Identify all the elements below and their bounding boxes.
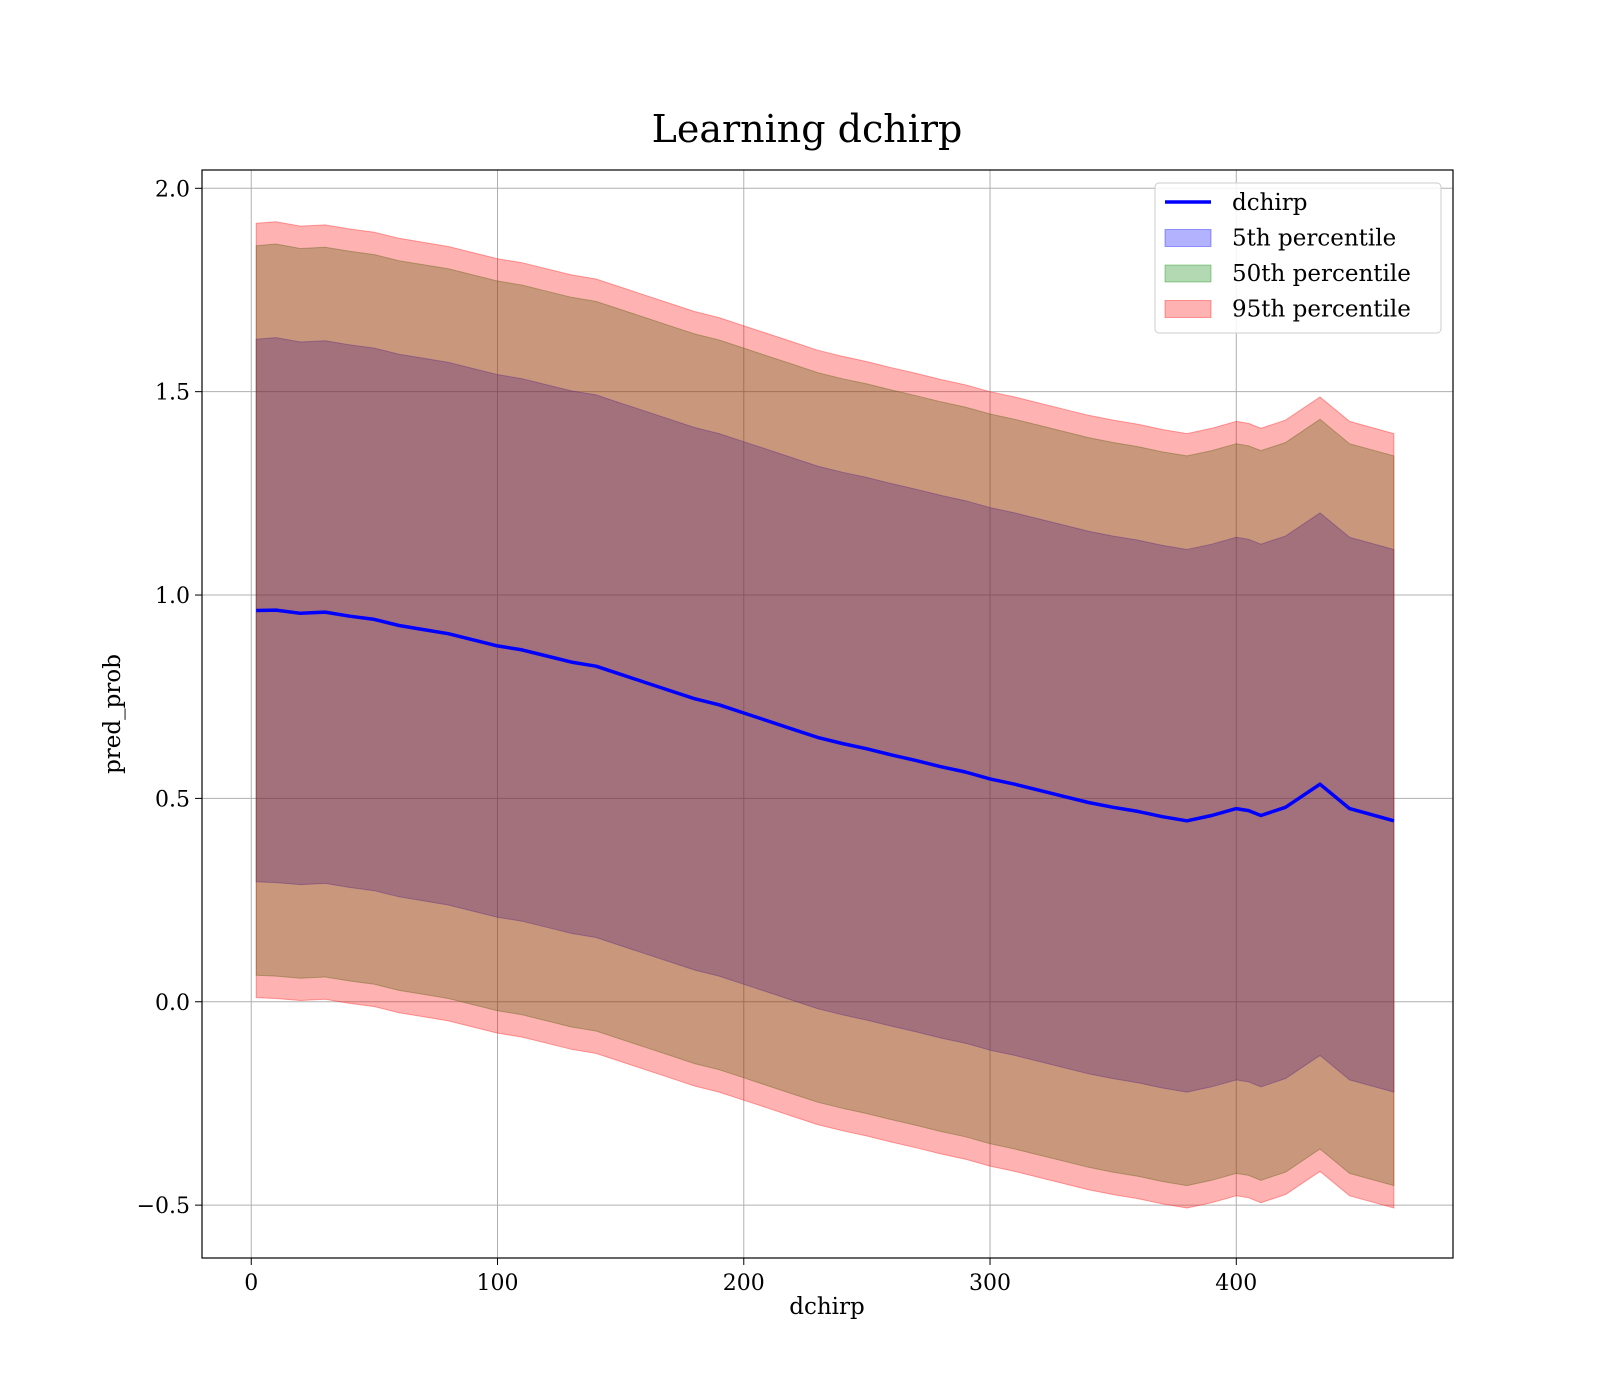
y-tick-label: 0.0 — [155, 991, 190, 1016]
legend-box — [1154, 182, 1442, 334]
x-tick-label: 100 — [477, 1271, 519, 1296]
x-axis-ticks: 0 100 200 300 400 — [244, 1258, 1257, 1296]
plot-frame — [201, 169, 1454, 1259]
x-tick-label: 400 — [1215, 1271, 1257, 1296]
x-tick-label: 300 — [969, 1271, 1011, 1296]
legend-swatch-band — [1164, 300, 1212, 318]
y-tick-label: 0.5 — [155, 787, 190, 812]
percentile-bands — [255, 221, 1395, 1209]
y-tick-label: 1.0 — [155, 584, 190, 609]
grid-lines — [202, 170, 1453, 1258]
x-tick-label: 0 — [244, 1271, 258, 1296]
y-tick-label: −0.5 — [137, 1194, 190, 1219]
band-50th-percentile — [255, 243, 1395, 1187]
legend-label: 50th percentile — [1232, 261, 1411, 287]
legend-label: dchirp — [1232, 190, 1308, 216]
band-95th-percentile — [255, 221, 1395, 1209]
legend-label: 5th percentile — [1232, 226, 1396, 252]
legend-swatch-band — [1164, 229, 1212, 247]
legend-swatch-band — [1164, 264, 1212, 283]
band-5th-percentile — [255, 337, 1395, 1093]
line-dchirp — [256, 608, 1395, 823]
x-tick-label: 200 — [723, 1271, 765, 1296]
y-axis-ticks: −0.5 0.0 0.5 1.0 1.5 2.0 — [137, 177, 202, 1219]
chart-title: Learning dchirp — [652, 107, 963, 151]
legend: dchirp 5th percentile 50th percentile 95th … — [1154, 182, 1442, 334]
series-lines — [256, 608, 1395, 823]
x-axis-label: dchirp — [789, 1294, 865, 1320]
y-tick-label: 2.0 — [155, 177, 190, 202]
y-tick-label: 1.5 — [155, 381, 190, 406]
legend-label: 95th percentile — [1232, 297, 1411, 323]
y-axis-label: pred_prob — [100, 654, 126, 774]
